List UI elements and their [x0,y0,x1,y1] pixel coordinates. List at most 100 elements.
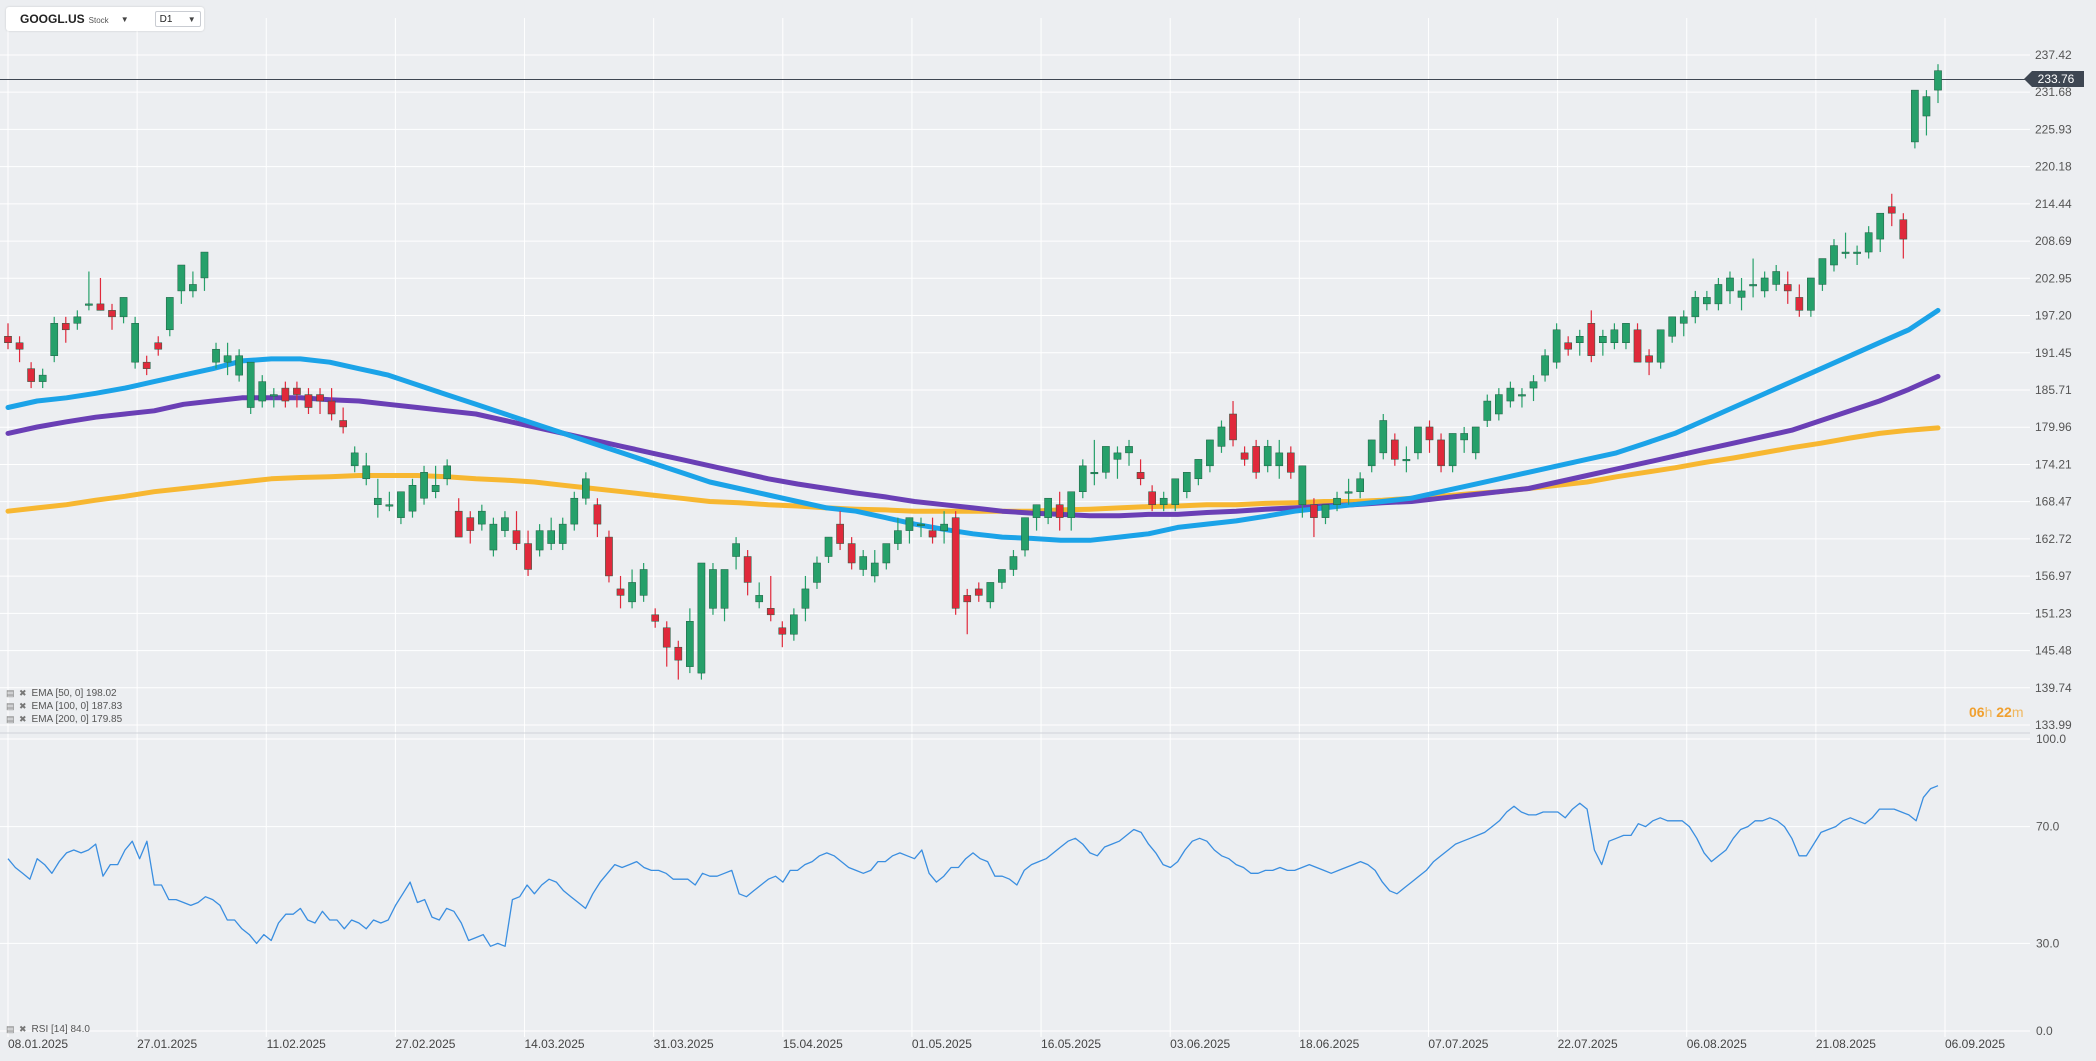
legend-rsi[interactable]: ▤ ✖ RSI [14] 84.0 [6,1023,90,1035]
ema-lines [5,307,1941,543]
symbol-dropdown-icon[interactable]: ▼ [120,14,129,24]
date-tick-label: 06.09.2025 [1945,1037,2005,1051]
date-tick-label: 22.07.2025 [1558,1037,1618,1051]
candle [258,375,267,408]
timeframe-select[interactable]: D1 ▼ [154,11,201,27]
legend-ema50[interactable]: ▤ ✖ EMA [50, 0] 198.02 [6,687,117,699]
candle-body [870,562,879,577]
date-gridlines [7,18,1946,1037]
legend-label: EMA [50, 0] [31,687,84,699]
candle [1633,323,1642,363]
candle-body [1044,497,1052,518]
symbol-type: Stock [88,16,109,25]
candle [246,361,255,415]
candle-body [801,588,810,609]
candle [1471,426,1480,460]
candle [1587,310,1596,363]
candle [1795,284,1804,317]
candle [466,511,475,544]
candle-body [1772,271,1781,285]
candle-body [662,627,671,648]
candle [1055,491,1064,531]
candle-body [200,251,209,279]
candle [686,608,694,674]
candle-body [1182,472,1191,492]
price-tick-label: 174.21 [2035,457,2072,471]
candle [327,388,336,421]
candle [489,517,498,557]
candle [1113,446,1122,479]
candle [662,621,671,667]
candle [1876,212,1885,253]
candle-body [1206,439,1214,467]
candle-body [362,465,371,480]
candle [766,575,775,622]
candle-body [1171,478,1180,505]
candle-body [1841,251,1850,254]
candle [1286,446,1295,479]
candle [582,472,590,505]
candle [1830,239,1838,272]
legend-settings-icon[interactable]: ▤ ✖ [6,687,28,698]
candle [917,517,925,538]
price-axis[interactable]: 237.42 231.68 225.93 220.18 214.44 208.69 202.… [2035,48,2072,732]
candle-body [316,394,324,402]
rsi-axis[interactable]: 100.0 70.0 30.0 0.0 [2036,732,2066,1038]
candle [1379,414,1388,460]
candle [512,511,521,551]
candle [1437,433,1445,473]
price-tick-label: 197.20 [2035,309,2072,323]
candle-body [1552,329,1561,363]
candle [1367,439,1376,473]
candle-body [1032,504,1041,518]
candle [397,491,405,525]
ema200-line [5,425,1941,514]
candle [1067,491,1076,531]
candle-body [397,491,405,518]
candle-body [570,497,579,525]
legend-settings-icon[interactable]: ▤ ✖ [6,713,28,724]
candle-body [1460,433,1469,441]
date-tick-label: 07.07.2025 [1428,1037,1488,1051]
candle-body [350,452,359,467]
legend-value: 187.83 [91,700,123,712]
candle [1841,232,1850,259]
candle-body [1633,329,1642,363]
candle [304,388,313,415]
candle [200,251,209,291]
candle [408,478,417,518]
candle [732,537,740,570]
candle-body [732,543,740,557]
candle [755,582,764,609]
candle [85,271,93,311]
candle-body [709,569,717,609]
legend-ema100[interactable]: ▤ ✖ EMA [100, 0] 187.83 [6,700,122,712]
countdown-minutes-unit: m [2011,704,2024,720]
candle-body [1263,446,1272,467]
date-tick-label: 14.03.2025 [525,1037,585,1051]
candle [177,264,186,304]
legend-settings-icon[interactable]: ▤ ✖ [6,1023,28,1034]
countdown-hours: 06 [1969,704,1985,720]
legend-settings-icon[interactable]: ▤ ✖ [6,700,28,711]
candle [1714,277,1723,311]
symbol-name[interactable]: GOOGL.US [20,12,85,26]
candle [1182,472,1191,499]
candle-body [1471,426,1480,454]
candle-body [1541,355,1549,376]
candle-body [1194,459,1203,480]
legend-ema200[interactable]: ▤ ✖ EMA [200, 0] 179.85 [6,713,122,725]
candle-body [1286,452,1295,473]
candle-body [951,517,960,609]
candle-body [477,510,486,525]
candle-body [212,348,220,363]
candle [165,297,174,337]
date-tick-label: 18.06.2025 [1299,1037,1359,1051]
candle-body [1067,491,1076,518]
candle [628,569,636,609]
candle [1679,310,1688,337]
date-axis[interactable]: 08.01.2025 27.01.2025 11.02.2025 27.02.2025… [8,1037,2005,1051]
candle-body [1760,277,1769,292]
candle-body [108,310,116,318]
